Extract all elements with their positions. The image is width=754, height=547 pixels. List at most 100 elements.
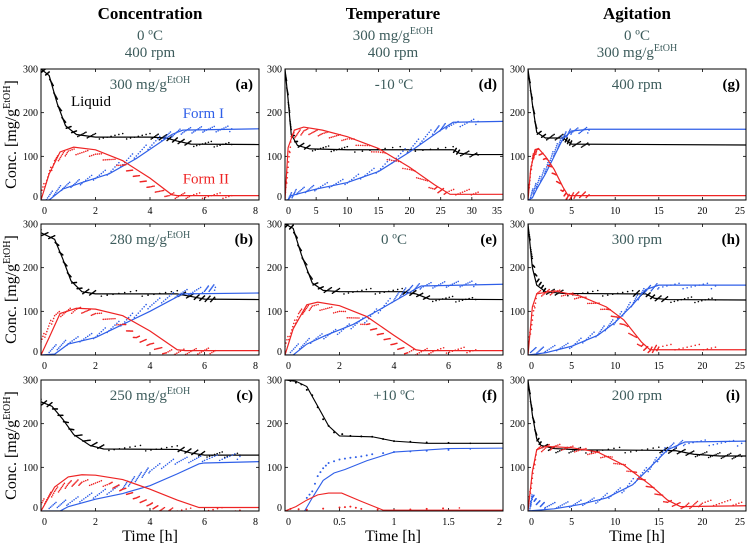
form_i-measured-point: [459, 125, 462, 128]
form_ii-measured-point: [623, 323, 625, 326]
form_i-measured-point: [110, 170, 112, 173]
liquid-measured-point: [466, 151, 469, 153]
form_i-measured-point: [319, 471, 322, 474]
liquid-measured-point: [624, 451, 626, 454]
form_i-measured-point: [289, 193, 292, 195]
form_ii-measured-point: [170, 349, 173, 351]
form_ii-measured-point: [158, 190, 161, 193]
column-condition: 0 ºC: [137, 28, 163, 44]
form_i-measured-point: [151, 144, 153, 146]
form_i-measured-point: [133, 316, 136, 319]
form_ii-measured-point: [42, 499, 44, 502]
liquid-measured-point: [333, 149, 335, 152]
liquid-measured-point: [330, 286, 333, 289]
form_ii-measured-point: [396, 342, 398, 345]
form_i-measured-point: [125, 159, 128, 162]
form_i-measured-point: [211, 126, 214, 129]
liquid-measured-point: [685, 454, 688, 456]
form_i-measured-point: [114, 324, 116, 326]
form_ii-measured-point: [296, 315, 299, 318]
form_i-measured-point: [178, 460, 180, 463]
form_i-measured-point: [559, 139, 562, 141]
liquid-measured-point: [192, 145, 195, 148]
liquid-measured-point: [533, 266, 536, 268]
form_i-measured-point: [625, 308, 628, 310]
x-tick-label: 0: [286, 206, 291, 217]
liquid-measured-point: [739, 453, 741, 456]
form_ii-measured-point: [696, 500, 699, 503]
liquid-measured-point: [72, 428, 75, 431]
form_i-measured-point: [645, 466, 648, 469]
form_ii-measured-point: [645, 485, 648, 488]
form_ii-measured-point: [621, 323, 624, 326]
form_i-measured-point: [160, 302, 163, 304]
form_ii-measured-point: [86, 309, 89, 312]
liquid-measured-point: [52, 84, 55, 87]
form_ii-measured-point: [628, 332, 630, 335]
form_ii-measured-point: [317, 134, 320, 137]
form_ii-measured-point: [131, 491, 134, 494]
form_ii-measured-point: [679, 501, 681, 504]
liquid-measured-point: [62, 254, 64, 256]
y-tick-label: 300: [23, 376, 38, 387]
liquid-measured-point: [568, 452, 570, 454]
form_i-measured-point: [170, 293, 173, 296]
form_ii-measured-point: [368, 322, 371, 325]
form_i-measured-point: [131, 479, 134, 481]
x-axis-label: Time [h]: [365, 528, 421, 545]
form_ii-measured-point: [585, 447, 587, 450]
form_i-measured-point: [617, 488, 620, 491]
form_ii-measured-point: [460, 347, 462, 350]
form_i-measured-point: [443, 281, 446, 283]
form_i-measured-point: [529, 351, 532, 354]
liquid-measured-point: [719, 452, 721, 454]
form_i-measured-point: [641, 471, 644, 474]
x-tick-label: 4: [148, 517, 153, 528]
form_ii-measured-point: [308, 133, 310, 136]
form_ii-measured-point: [185, 508, 188, 510]
form_ii-measured-point: [86, 149, 89, 152]
form_i-measured-point: [297, 191, 300, 193]
form_i-measured-point: [553, 501, 556, 504]
form_ii-measured-point: [150, 185, 153, 188]
form_ii-measured-point: [359, 144, 362, 147]
y-tick-label: 100: [510, 463, 525, 474]
form_ii-measured-point: [71, 485, 73, 487]
form_i-measured-point: [166, 133, 169, 136]
form_i-measured-point: [52, 347, 55, 349]
x-tick-label: 0: [286, 361, 291, 372]
form_i-measured-point: [172, 134, 174, 137]
liquid-measured-point: [455, 147, 458, 150]
form_i-measured-point: [587, 336, 590, 339]
form_ii-measured-point: [338, 506, 341, 509]
form_i-measured-point: [553, 152, 555, 155]
form_i-measured-point: [171, 136, 173, 138]
form_ii-measured-point: [124, 487, 127, 490]
liquid-model-line: [41, 401, 259, 456]
form_ii-measured-point: [222, 197, 224, 200]
form_ii-measured-point: [639, 478, 641, 480]
form_ii-measured-point: [634, 471, 636, 473]
liquid-model-line: [285, 69, 503, 156]
form_i-measured-point: [620, 310, 623, 313]
form_ii-measured-point: [573, 298, 576, 300]
form_i-measured-point: [545, 168, 547, 170]
form_ii-measured-point: [84, 479, 87, 482]
form_ii-measured-point: [69, 149, 71, 152]
form_i-measured-point: [632, 477, 635, 480]
form_i-model-line: [41, 292, 259, 355]
form_ii-measured-point: [153, 185, 155, 187]
form_ii-measured-point: [198, 352, 201, 354]
form_ii-measured-point: [635, 471, 638, 474]
liquid-measured-point: [392, 289, 395, 292]
form_ii-measured-point: [306, 306, 309, 308]
form_ii-measured-point: [44, 336, 46, 338]
form_ii-measured-point: [110, 158, 112, 161]
form_ii-measured-point: [71, 148, 73, 151]
panel-frame: [527, 68, 747, 201]
form_ii-measured-point: [58, 310, 61, 313]
liquid-measured-point: [81, 434, 83, 436]
form_ii-measured-point: [61, 485, 64, 488]
form_i-measured-point: [172, 458, 175, 461]
